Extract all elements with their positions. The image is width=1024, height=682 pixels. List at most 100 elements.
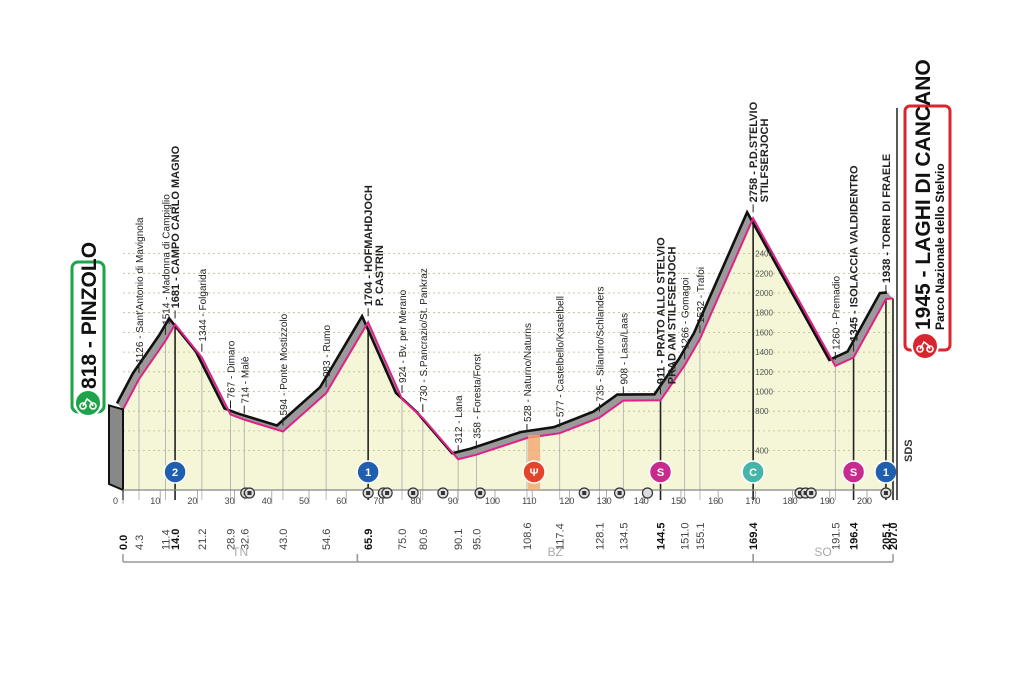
bicycle-icon [79,397,97,410]
finish-label: 1945 - LAGHI DI CANCANO [912,59,935,330]
start-label: 818 - PINZOLO [78,242,101,389]
x-tick-label: 60 [336,496,346,506]
waypoint-label: 1126 - Sant'Antonio di Mavignola [135,217,146,363]
region-brackets: TN BZ SO [122,545,894,563]
km-label: 151.0 [680,522,692,550]
x-tick-label: 170 [745,496,760,506]
km-label: 207.0 [888,522,900,550]
km-label: 11.4 [160,529,172,550]
waypoint-label: 594 - Ponte Mostizzolo [279,313,290,415]
x-tick-label: 200 [857,496,872,506]
waypoint-label: 735 - Silandro/Schlanders [596,287,607,402]
y-tick-label: 1200 [755,368,773,377]
waypoint-labels: 1126 - Sant'Antonio di Mavignola 1514 - M… [135,101,893,454]
x-tick-label: 150 [671,496,686,506]
waypoint-label: 2758 - P.D.STELVIO [748,101,760,202]
km-label: 95.0 [471,529,483,550]
km-label: 32.6 [239,529,251,550]
region-label: TN [232,545,248,559]
x-tick-label: 10 [150,496,160,506]
waypoint-label: 1681 - CAMPO CARLO MAGNO [170,145,182,308]
km-label: 196.4 [849,522,861,550]
x-tick-label: 110 [522,496,536,506]
waypoint-label-2: PRAD AM STILFSERJOCH [667,247,679,385]
km-label: 144.5 [656,522,668,550]
y-tick-label: 1800 [755,309,773,318]
bike-start-icon [74,389,102,417]
feed-icon [522,460,546,484]
km-label: 169.4 [748,522,760,550]
marker-label: 1 [365,467,371,479]
waypoint-label: 908 - Lasa/Laas [619,313,630,385]
waypoint-label: 1704 - HOFMAHDJOCH [363,185,375,306]
marker-label: C [749,467,757,479]
finish-box: 1945 - LAGHI DI CANCANO Parco Nazionale … [903,59,952,360]
x-tick-label: 190 [820,496,835,506]
cima-icon [741,460,765,484]
km-label: 28.9 [226,529,238,550]
profile-line [122,216,894,461]
km-label: 21.2 [197,529,209,550]
sprint-icon [648,460,673,484]
finish-subtitle: Parco Nazionale dello Stelvio [933,163,947,330]
waypoint-label: 983 - Rumo [322,324,333,377]
x-tick-label: 50 [299,496,309,506]
x-tick-label: 30 [225,496,235,506]
marker-label: 2 [172,467,178,479]
x-tick-label: 100 [485,496,500,506]
x-tick-label: 180 [783,496,798,506]
x-tick-label: 120 [559,496,574,506]
x-tick-label: 130 [597,496,612,506]
terrain-fill [123,218,893,491]
gpm-icon [356,460,380,484]
waypoint-label: 1938 - TORRI DI FRAELE [881,154,893,283]
waypoint-label: 1266 - Gomagoi [681,278,692,350]
km-label: 75.0 [397,529,409,550]
km-label: 80.6 [418,529,430,550]
waypoint-label: 730 - S.Pancrazio/St. Pankraz [419,268,430,402]
km-label: 134.5 [618,522,630,550]
waypoint-label-2: P. CASTRIN [374,245,386,306]
race-markers: 400 800 1000 1200 1400 1600 1800 2000 2200 2400 2 1… [163,108,898,500]
marker-label: S [850,467,857,479]
sds-label: SDS [903,439,915,462]
waypoint-label: 577 - Castelbello/Kastelbell [556,296,567,417]
start-wall [108,404,124,492]
km-label: 128.1 [595,522,607,550]
x-tick-label: 40 [262,496,272,506]
marker-label: Ψ [530,467,539,479]
km-label: 205.1 [881,522,893,550]
waypoint-label: 1514 - Madonna di Campiglio [161,194,172,325]
x-tick-label: 160 [708,496,723,506]
y-tick-label: 2000 [755,289,773,298]
y-tick-label: 800 [755,407,769,416]
level-crossing-icon [641,487,654,499]
km-label: 0.0 [118,535,130,550]
waypoint-label: 528 - Naturno/Naturns [523,323,534,422]
y-tick-label: 1400 [755,348,773,357]
marker-label: S [657,467,664,479]
waypoint-label: 1260 - Premadio [831,276,842,350]
km-label: 191.5 [830,522,842,550]
marker-label: 1 [883,467,889,479]
x-tick-label: 70 [373,496,383,506]
y-tick-label: 1600 [755,328,773,337]
km-label: 117.4 [555,523,567,550]
waypoint-label: 924 - Bv. per Merano [398,289,409,383]
km-label: 155.1 [695,522,707,550]
km-label: 4.3 [134,535,146,550]
waypoint-label: 1532 - Trafoi [696,267,707,323]
bicycle-icon [916,340,934,353]
y-tick-label: 2400 [755,250,773,259]
region-label: SO [814,545,831,559]
waypoint-label: 911 - PRATO ALLO STELVIO [656,237,668,384]
y-tick-label: 1000 [755,388,773,397]
waypoint-label-2: STILFSERJOCH [759,119,771,203]
bike-finish-icon [911,332,939,360]
profile-outline [115,209,888,455]
waypoint-label: 767 - Dimaro [227,340,238,398]
x-axis: 0 10 20 30 40 50 60 70 80 90 100 110 120 130 140 150 160… [113,489,900,550]
x-tick-label: 140 [634,496,649,506]
km-label: 90.1 [453,529,465,550]
